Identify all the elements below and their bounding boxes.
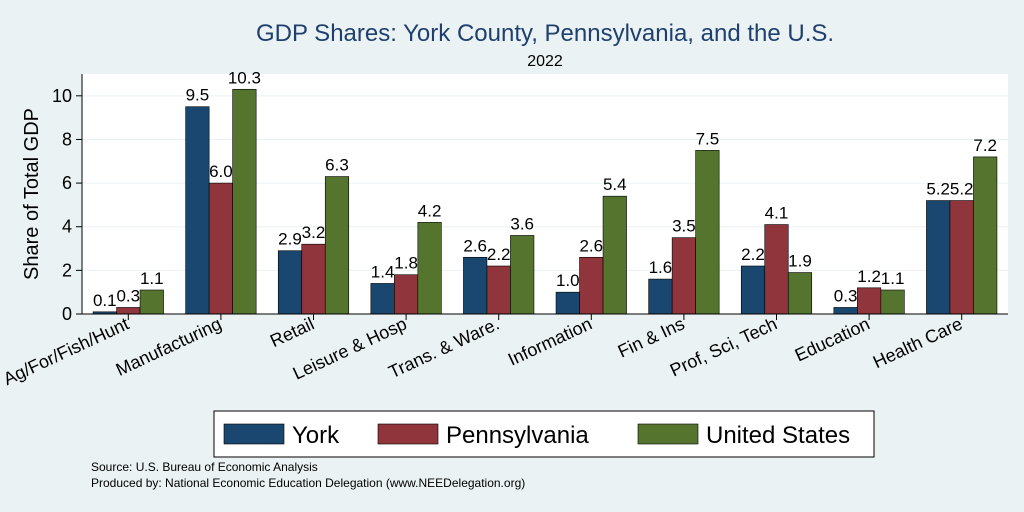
data-label: 10.3 (228, 68, 261, 87)
data-label: 7.2 (973, 136, 997, 155)
y-tick-label: 0 (62, 304, 72, 324)
bar-york (370, 283, 395, 315)
x-tick-label: Information (505, 313, 595, 369)
data-label: 5.2 (950, 180, 974, 199)
data-label: 0.1 (93, 291, 117, 310)
y-tick-label: 2 (62, 260, 72, 280)
bar-united-states (787, 272, 813, 315)
y-axis-label: Share of Total GDP (21, 108, 43, 280)
data-label: 2.2 (487, 245, 511, 264)
x-tick-label: Health Care (870, 313, 966, 372)
legend-box (213, 410, 875, 458)
bar-united-states (510, 235, 535, 315)
bar-pennsylvania (579, 256, 604, 315)
y-axis-ticks: 0 2 4 6 8 10 (52, 86, 82, 324)
bar-pennsylvania (857, 287, 882, 315)
bar-united-states (880, 289, 905, 315)
x-tick-label: Education (792, 313, 873, 365)
legend-label: United States (706, 422, 850, 449)
data-label: 1.1 (140, 269, 164, 288)
data-label: 0.3 (116, 286, 140, 305)
legend-swatch-york (223, 423, 285, 445)
bar-york (926, 200, 951, 315)
bar-pennsylvania (208, 182, 233, 315)
y-tick-label: 10 (52, 86, 72, 106)
bars: 0.1 0.31.19.56.010.32.9 3.26.31.4 1.84.22.6… (92, 68, 998, 315)
data-label: 6.0 (209, 162, 233, 181)
bar-united-states (602, 195, 627, 315)
bar-pennsylvania (116, 307, 141, 315)
y-tick-label: 6 (62, 173, 72, 193)
data-label: 7.5 (696, 129, 720, 148)
bar-pennsylvania (394, 274, 419, 315)
x-tick-label: Retail (267, 313, 317, 351)
legend-label: Pennsylvania (446, 422, 589, 449)
source-note: Source: U.S. Bureau of Economic Analysis (91, 460, 318, 474)
bar-pennsylvania (486, 265, 511, 315)
data-label: 4.2 (418, 201, 442, 220)
x-tick-label: Fin & Ins (615, 313, 688, 361)
legend-swatch-united-states (637, 423, 699, 445)
bar-united-states (232, 88, 257, 315)
legend: York Pennsylvania United States (213, 410, 875, 458)
x-tick-label: Manufacturing (113, 313, 225, 379)
data-label: 1.6 (649, 258, 673, 277)
bar-united-states (324, 176, 350, 315)
data-label: 2.6 (579, 236, 603, 255)
bar-pennsylvania (671, 237, 696, 315)
bar-york (185, 106, 210, 315)
bar-united-states (695, 150, 720, 315)
data-label: 1.2 (857, 267, 881, 286)
x-tick-label: Ag/For/Fish/Hunt (0, 313, 132, 389)
data-label: 9.5 (186, 86, 210, 105)
data-label: 1.0 (556, 271, 580, 290)
data-label: 3.6 (510, 214, 534, 233)
bar-york (648, 278, 673, 315)
legend-label: York (292, 422, 340, 449)
data-label: 1.9 (788, 252, 812, 271)
bar-york (277, 250, 303, 315)
chart-subtitle: 2022 (527, 53, 563, 70)
bar-york (740, 265, 766, 315)
data-label: 6.3 (325, 156, 349, 175)
bar-united-states (417, 222, 442, 315)
x-tick-label: Prof, Sci, Tech (667, 313, 780, 380)
data-label: 4.1 (765, 204, 789, 223)
bar-united-states (139, 289, 164, 315)
bar-york (555, 291, 580, 315)
data-label: 1.1 (881, 269, 905, 288)
data-label: 1.8 (394, 254, 418, 273)
bar-york (463, 256, 488, 315)
bar-united-states (973, 156, 998, 315)
chart-title: GDP Shares: York County, Pennsylvania, a… (256, 20, 834, 47)
data-label: 1.4 (371, 262, 395, 281)
data-label: 2.9 (278, 230, 302, 249)
data-label: 5.2 (926, 180, 950, 199)
legend-swatch-pennsylvania (377, 423, 439, 445)
bar-pennsylvania (764, 224, 789, 315)
data-label: 3.5 (672, 217, 696, 236)
data-label: 2.6 (463, 236, 487, 255)
bar-pennsylvania (949, 200, 974, 315)
bar-pennsylvania (301, 243, 326, 315)
data-label: 5.4 (603, 175, 627, 194)
y-tick-label: 4 (62, 217, 72, 237)
data-label: 3.2 (302, 223, 326, 242)
data-label: 2.2 (741, 245, 765, 264)
y-tick-label: 8 (62, 129, 72, 149)
data-label: 0.3 (834, 286, 858, 305)
bar-york (833, 307, 858, 315)
produced-by-note: Produced by: National Economic Education… (91, 476, 525, 490)
